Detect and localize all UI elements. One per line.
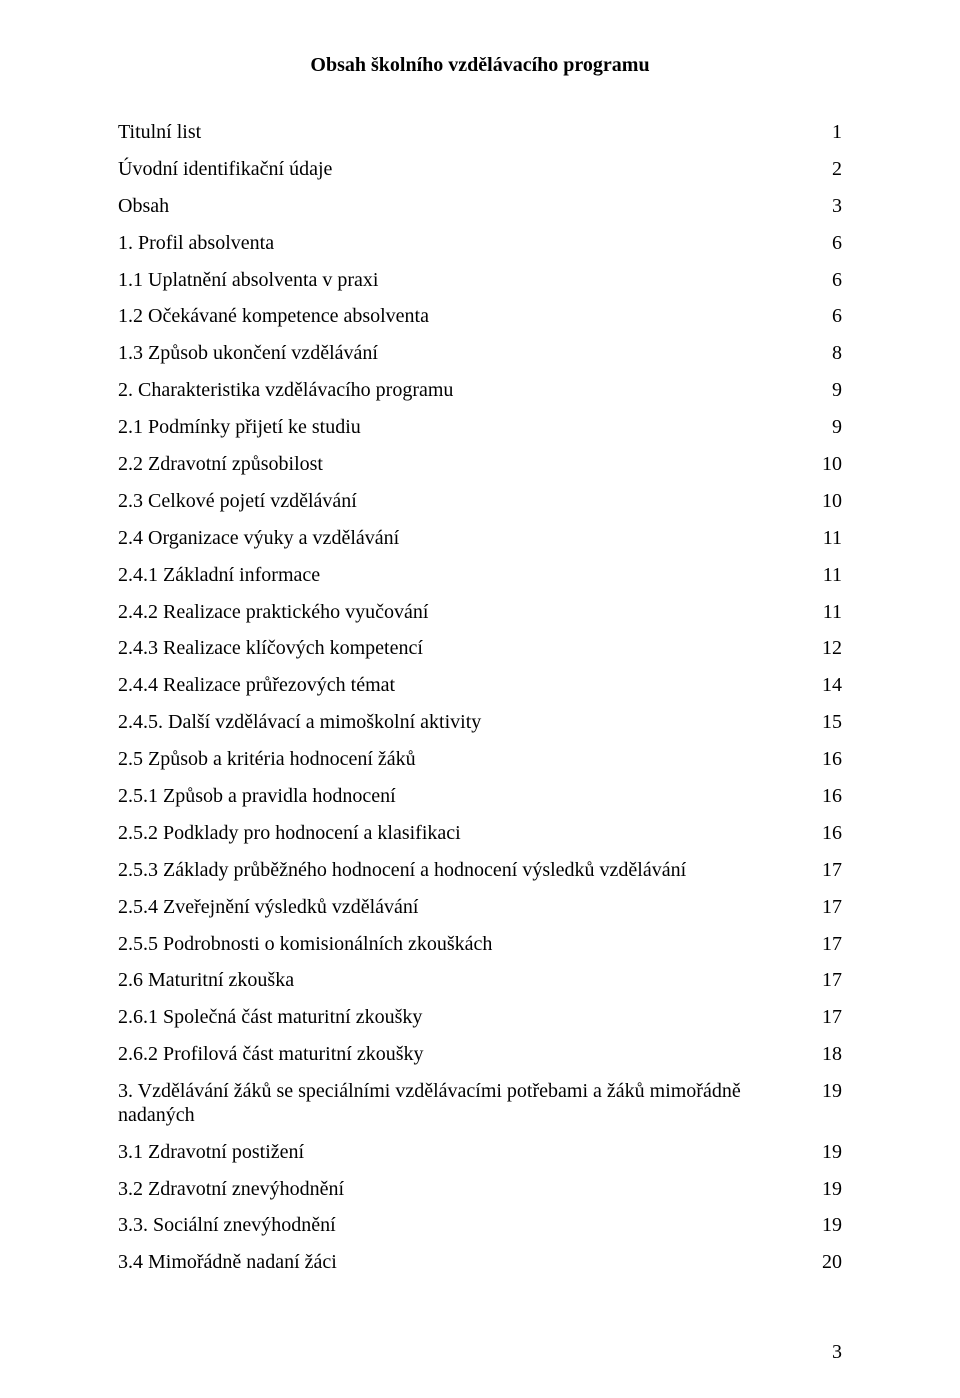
toc-row: 1.2 Očekávané kompetence absolventa 6 bbox=[118, 305, 842, 329]
toc-page: 9 bbox=[810, 379, 842, 403]
toc-label: 2.5.3 Základy průběžného hodnocení a hod… bbox=[118, 859, 810, 883]
toc-label: 2.4.5. Další vzdělávací a mimoškolní akt… bbox=[118, 711, 810, 735]
toc-page: 10 bbox=[810, 453, 842, 477]
toc-row: 3.4 Mimořádně nadaní žáci 20 bbox=[118, 1251, 842, 1275]
document-page: Obsah školního vzdělávacího programu Tit… bbox=[0, 0, 960, 1398]
toc-row: 3. Vzdělávání žáků se speciálními vzdělá… bbox=[118, 1080, 842, 1127]
toc-page: 18 bbox=[810, 1043, 842, 1067]
toc-label: Úvodní identifikační údaje bbox=[118, 158, 810, 182]
toc-label: Obsah bbox=[118, 195, 810, 219]
toc-label: 2.5.1 Způsob a pravidla hodnocení bbox=[118, 785, 810, 809]
toc-page: 17 bbox=[810, 1006, 842, 1030]
toc-page: 1 bbox=[810, 121, 842, 145]
toc-page: 19 bbox=[810, 1214, 842, 1238]
toc-row: Titulní list 1 bbox=[118, 121, 842, 145]
toc-row: 2.5 Způsob a kritéria hodnocení žáků 16 bbox=[118, 748, 842, 772]
toc-row: 2.3 Celkové pojetí vzdělávání 10 bbox=[118, 490, 842, 514]
toc-row: 2.5.3 Základy průběžného hodnocení a hod… bbox=[118, 859, 842, 883]
toc-label: 2.2 Zdravotní způsobilost bbox=[118, 453, 810, 477]
toc-page: 17 bbox=[810, 933, 842, 957]
toc-label: 2.4.2 Realizace praktického vyučování bbox=[118, 601, 810, 625]
toc-page: 14 bbox=[810, 674, 842, 698]
toc-row: 2.1 Podmínky přijetí ke studiu 9 bbox=[118, 416, 842, 440]
toc-page: 11 bbox=[810, 564, 842, 588]
toc-page: 16 bbox=[810, 748, 842, 772]
toc-page: 12 bbox=[810, 637, 842, 661]
toc-row: 2.4.3 Realizace klíčových kompetencí 12 bbox=[118, 637, 842, 661]
toc-label: 2.1 Podmínky přijetí ke studiu bbox=[118, 416, 810, 440]
toc-label: 1.2 Očekávané kompetence absolventa bbox=[118, 305, 810, 329]
toc-page: 19 bbox=[810, 1141, 842, 1165]
toc-page: 16 bbox=[810, 785, 842, 809]
toc-page: 2 bbox=[810, 158, 842, 182]
toc-label: 3.2 Zdravotní znevýhodnění bbox=[118, 1178, 810, 1202]
toc-label: 2.6 Maturitní zkouška bbox=[118, 969, 810, 993]
toc-page: 6 bbox=[810, 269, 842, 293]
toc-label: 2.4.3 Realizace klíčových kompetencí bbox=[118, 637, 810, 661]
toc-label: 2.5 Způsob a kritéria hodnocení žáků bbox=[118, 748, 810, 772]
toc-label: 2.6.2 Profilová část maturitní zkoušky bbox=[118, 1043, 810, 1067]
toc-label: 2.4.4 Realizace průřezových témat bbox=[118, 674, 810, 698]
toc-page: 6 bbox=[810, 305, 842, 329]
toc-row: Úvodní identifikační údaje 2 bbox=[118, 158, 842, 182]
table-of-contents: Titulní list 1 Úvodní identifikační údaj… bbox=[118, 121, 842, 1275]
toc-page: 17 bbox=[810, 859, 842, 883]
toc-row: 2.2 Zdravotní způsobilost 10 bbox=[118, 453, 842, 477]
toc-page: 17 bbox=[810, 969, 842, 993]
toc-label: 2.5.4 Zveřejnění výsledků vzdělávání bbox=[118, 896, 810, 920]
page-title: Obsah školního vzdělávacího programu bbox=[118, 54, 842, 77]
toc-row: 1.1 Uplatnění absolventa v praxi 6 bbox=[118, 269, 842, 293]
toc-page: 6 bbox=[810, 232, 842, 256]
toc-row: 1.3 Způsob ukončení vzdělávání 8 bbox=[118, 342, 842, 366]
toc-page: 10 bbox=[810, 490, 842, 514]
toc-row: 2.5.1 Způsob a pravidla hodnocení 16 bbox=[118, 785, 842, 809]
toc-row: 3.1 Zdravotní postižení 19 bbox=[118, 1141, 842, 1165]
page-number: 3 bbox=[832, 1341, 842, 1364]
toc-label: 1.1 Uplatnění absolventa v praxi bbox=[118, 269, 810, 293]
toc-row: 1. Profil absolventa 6 bbox=[118, 232, 842, 256]
toc-row: 2.5.4 Zveřejnění výsledků vzdělávání 17 bbox=[118, 896, 842, 920]
toc-row: 2.5.5 Podrobnosti o komisionálních zkouš… bbox=[118, 933, 842, 957]
toc-label: 2.4 Organizace výuky a vzdělávání bbox=[118, 527, 810, 551]
toc-label: 3. Vzdělávání žáků se speciálními vzdělá… bbox=[118, 1080, 810, 1127]
toc-page: 16 bbox=[810, 822, 842, 846]
toc-label: 2.4.1 Základní informace bbox=[118, 564, 810, 588]
toc-row: 2. Charakteristika vzdělávacího programu… bbox=[118, 379, 842, 403]
toc-row: 2.6 Maturitní zkouška 17 bbox=[118, 969, 842, 993]
toc-page: 9 bbox=[810, 416, 842, 440]
toc-label: 1. Profil absolventa bbox=[118, 232, 810, 256]
toc-row: 2.4.4 Realizace průřezových témat 14 bbox=[118, 674, 842, 698]
toc-page: 20 bbox=[810, 1251, 842, 1275]
toc-label: Titulní list bbox=[118, 121, 810, 145]
toc-label: 2.3 Celkové pojetí vzdělávání bbox=[118, 490, 810, 514]
toc-row: 2.4.5. Další vzdělávací a mimoškolní akt… bbox=[118, 711, 842, 735]
toc-label: 2.5.5 Podrobnosti o komisionálních zkouš… bbox=[118, 933, 810, 957]
toc-row: 2.6.1 Společná část maturitní zkoušky 17 bbox=[118, 1006, 842, 1030]
toc-label: 2.6.1 Společná část maturitní zkoušky bbox=[118, 1006, 810, 1030]
toc-page: 19 bbox=[810, 1178, 842, 1202]
toc-page: 11 bbox=[810, 601, 842, 625]
toc-row: 2.5.2 Podklady pro hodnocení a klasifika… bbox=[118, 822, 842, 846]
toc-page: 15 bbox=[810, 711, 842, 735]
toc-page: 17 bbox=[810, 896, 842, 920]
toc-row: Obsah 3 bbox=[118, 195, 842, 219]
toc-row: 2.4.2 Realizace praktického vyučování 11 bbox=[118, 601, 842, 625]
toc-label: 1.3 Způsob ukončení vzdělávání bbox=[118, 342, 810, 366]
toc-row: 2.6.2 Profilová část maturitní zkoušky 1… bbox=[118, 1043, 842, 1067]
toc-label: 2. Charakteristika vzdělávacího programu bbox=[118, 379, 810, 403]
toc-page: 3 bbox=[810, 195, 842, 219]
toc-page: 8 bbox=[810, 342, 842, 366]
toc-row: 2.4.1 Základní informace 11 bbox=[118, 564, 842, 588]
toc-row: 3.2 Zdravotní znevýhodnění 19 bbox=[118, 1178, 842, 1202]
toc-page: 19 bbox=[810, 1080, 842, 1104]
toc-row: 3.3. Sociální znevýhodnění 19 bbox=[118, 1214, 842, 1238]
toc-label: 2.5.2 Podklady pro hodnocení a klasifika… bbox=[118, 822, 810, 846]
toc-label: 3.1 Zdravotní postižení bbox=[118, 1141, 810, 1165]
toc-row: 2.4 Organizace výuky a vzdělávání 11 bbox=[118, 527, 842, 551]
toc-label: 3.4 Mimořádně nadaní žáci bbox=[118, 1251, 810, 1275]
toc-page: 11 bbox=[810, 527, 842, 551]
toc-label: 3.3. Sociální znevýhodnění bbox=[118, 1214, 810, 1238]
